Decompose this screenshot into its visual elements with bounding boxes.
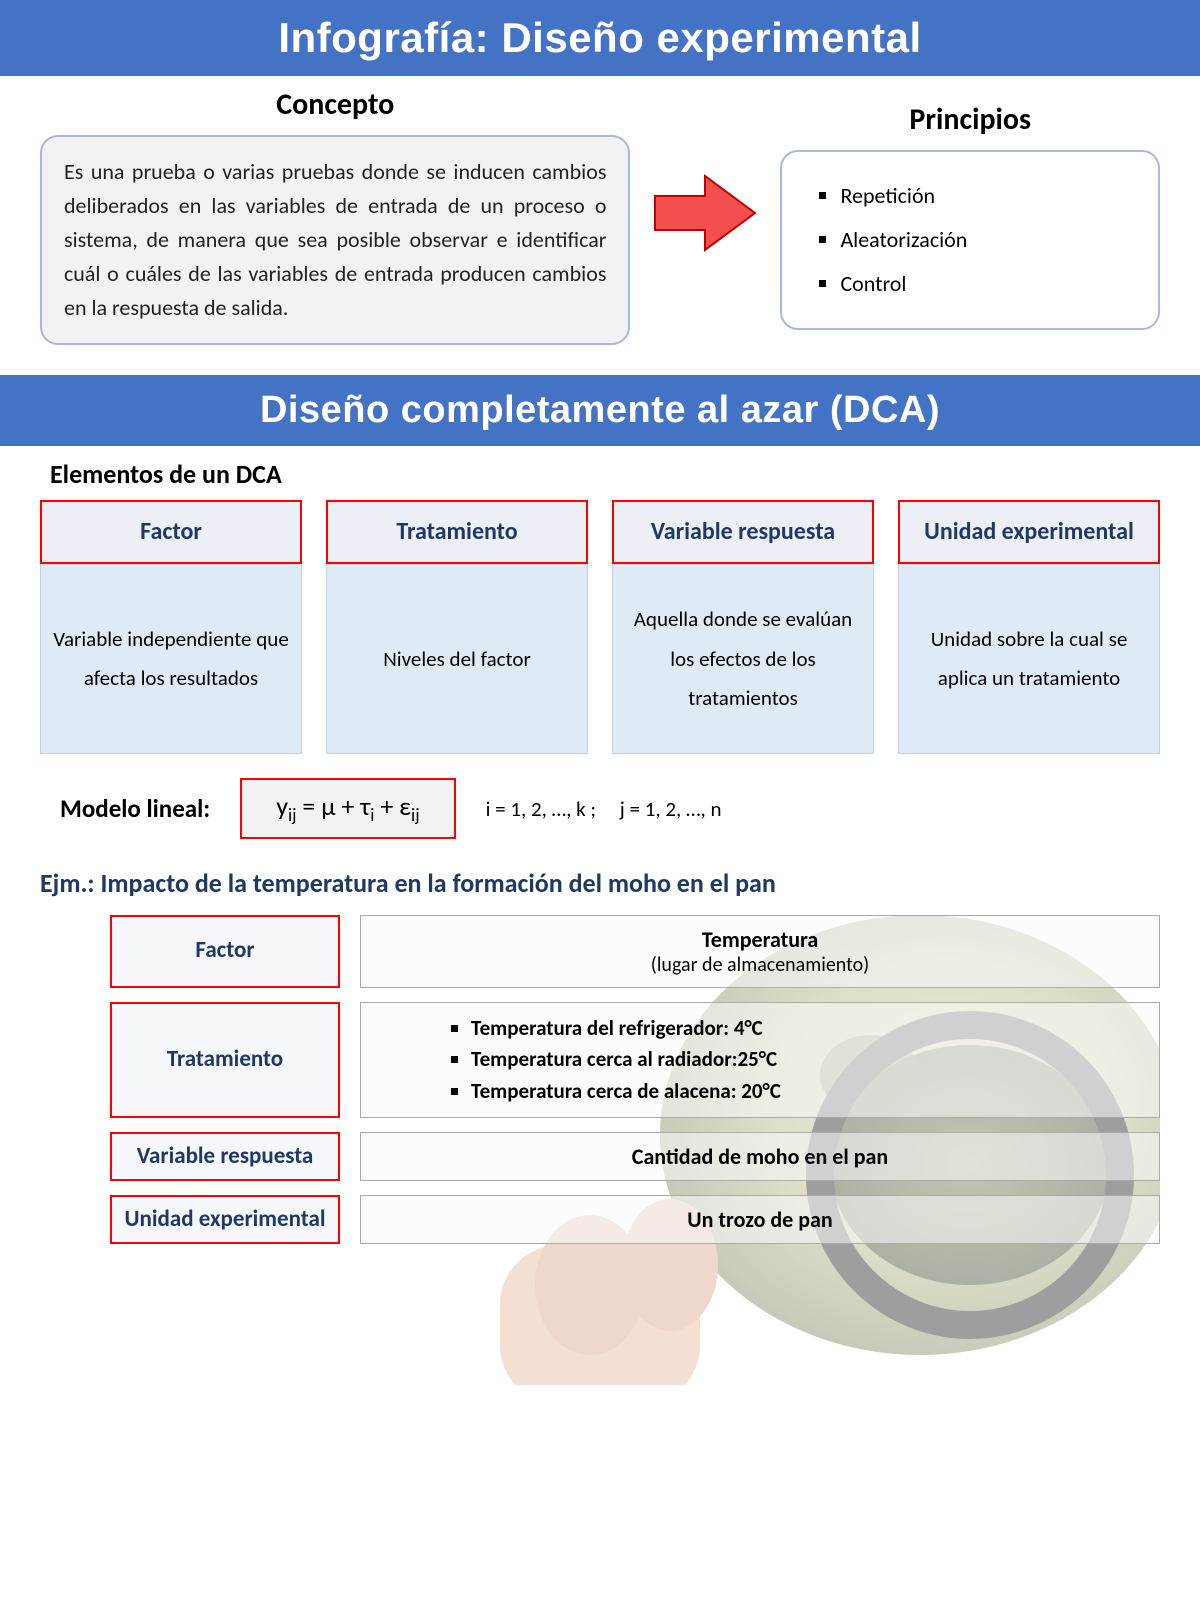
- concepto-principios-section: Concepto Es una prueba o varias pruebas …: [0, 76, 1200, 375]
- example-value: Un trozo de pan: [360, 1195, 1160, 1244]
- principios-item: Control: [840, 262, 1130, 306]
- example-bullet: Temperatura del refrigerador: 4°C: [471, 1013, 781, 1045]
- element-card: Tratamiento Niveles del factor: [326, 500, 588, 754]
- example-label: Factor: [110, 915, 340, 988]
- example-label: Variable respuesta: [110, 1132, 340, 1181]
- model-label: Modelo lineal:: [60, 793, 210, 824]
- concepto-column: Concepto Es una prueba o varias pruebas …: [40, 86, 630, 345]
- principios-item: Aleatorización: [840, 218, 1130, 262]
- arrow-right-icon: [650, 168, 760, 258]
- element-head: Factor: [40, 500, 302, 564]
- example-value-main: Un trozo de pan: [687, 1206, 832, 1233]
- example-row: Factor Temperatura (lugar de almacenamie…: [110, 915, 1160, 988]
- principios-list: Repetición Aleatorización Control: [822, 174, 1130, 306]
- dca-banner: Diseño completamente al azar (DCA): [0, 375, 1200, 446]
- element-head: Unidad experimental: [898, 500, 1160, 564]
- example-wrap: Factor Temperatura (lugar de almacenamie…: [110, 915, 1160, 1245]
- element-body: Aquella donde se evalúan los efectos de …: [612, 564, 874, 754]
- element-body: Unidad sobre la cual se aplica un tratam…: [898, 564, 1160, 754]
- example-row: Tratamiento Temperatura del refrigerador…: [110, 1002, 1160, 1119]
- model-indices: i = 1, 2, …, k ; j = 1, 2, …, n: [486, 796, 722, 822]
- concepto-box: Es una prueba o varias pruebas donde se …: [40, 135, 630, 345]
- principios-box: Repetición Aleatorización Control: [780, 150, 1160, 330]
- element-card: Factor Variable independiente que afecta…: [40, 500, 302, 754]
- model-formula: yij = μ + τi + εij: [240, 778, 455, 838]
- example-label: Tratamiento: [110, 1002, 340, 1119]
- element-body: Niveles del factor: [326, 564, 588, 754]
- example-value-main: Temperatura: [702, 926, 818, 953]
- example-bullets: Temperatura del refrigerador: 4°C Temper…: [441, 1013, 781, 1108]
- element-card: Unidad experimental Unidad sobre la cual…: [898, 500, 1160, 754]
- arrow-column: [650, 168, 760, 263]
- element-head: Tratamiento: [326, 500, 588, 564]
- example-value: Cantidad de moho en el pan: [360, 1132, 1160, 1181]
- dca-banner-text: Diseño completamente al azar (DCA): [260, 389, 940, 431]
- example-value-main: Cantidad de moho en el pan: [632, 1143, 888, 1170]
- main-title-banner: Infografía: Diseño experimental: [0, 0, 1200, 76]
- example-value-sub: (lugar de almacenamiento): [651, 953, 869, 977]
- principios-column: Principios Repetición Aleatorización Con…: [780, 101, 1160, 330]
- example-row: Unidad experimental Un trozo de pan: [110, 1195, 1160, 1244]
- model-row: Modelo lineal: yij = μ + τi + εij i = 1,…: [0, 754, 1200, 856]
- example-bullet: Temperatura cerca al radiador:25°C: [471, 1044, 781, 1076]
- elements-title: Elementos de un DCA: [0, 446, 1200, 500]
- main-title-text: Infografía: Diseño experimental: [278, 14, 921, 61]
- element-card: Variable respuesta Aquella donde se eval…: [612, 500, 874, 754]
- elements-row: Factor Variable independiente que afecta…: [0, 500, 1200, 754]
- example-value: Temperatura del refrigerador: 4°C Temper…: [360, 1002, 1160, 1119]
- element-head: Variable respuesta: [612, 500, 874, 564]
- example-label: Unidad experimental: [110, 1195, 340, 1244]
- example-value: Temperatura (lugar de almacenamiento): [360, 915, 1160, 988]
- concepto-heading: Concepto: [40, 86, 630, 123]
- element-body: Variable independiente que afecta los re…: [40, 564, 302, 754]
- example-row: Variable respuesta Cantidad de moho en e…: [110, 1132, 1160, 1181]
- example-bullet: Temperatura cerca de alacena: 20°C: [471, 1076, 781, 1108]
- principios-heading: Principios: [780, 101, 1160, 138]
- principios-item: Repetición: [840, 174, 1130, 218]
